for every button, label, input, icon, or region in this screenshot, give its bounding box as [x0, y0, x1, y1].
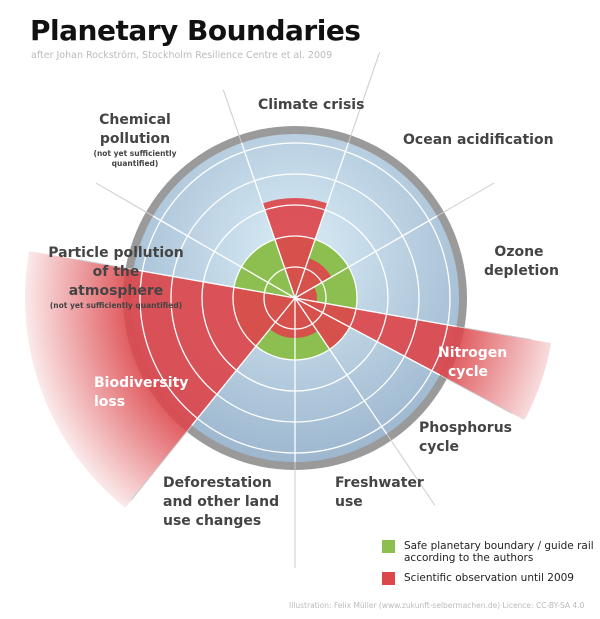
spoke-inner: [294, 297, 388, 435]
label-ozone: Ozone depletion: [484, 244, 559, 279]
observed-wedge: [24, 251, 295, 508]
observed-wedge: [295, 258, 332, 298]
label-biodiversity: Biodiversity loss: [94, 375, 189, 410]
spoke-inner: [133, 268, 296, 299]
label-nitrogen: Nitrogen cycle: [438, 345, 508, 380]
credit: Illustration: Felix Müller (www.zukunft-…: [289, 601, 585, 610]
observed-wedge: [295, 298, 552, 421]
spoke-inner: [294, 297, 457, 328]
label-freshwater: Freshwater use: [335, 475, 424, 510]
label-land-use: Deforestation and other land use changes: [163, 475, 280, 529]
page-title: Planetary Boundaries: [30, 14, 361, 47]
spoke-inner: [294, 142, 350, 299]
spoke-inner: [294, 297, 441, 376]
spoke-inner: [191, 297, 296, 426]
observed-wedge: [295, 298, 350, 350]
label-phosphorus: Phosphorus cycle: [419, 420, 512, 455]
legend-swatch: [382, 540, 395, 553]
legend-item-safe: Safe planetary boundary / guide rail acc…: [382, 540, 594, 564]
spoke-inner: [152, 215, 296, 299]
spoke-inner: [240, 142, 296, 299]
legend-item-observed: Scientific observation until 2009: [382, 572, 594, 585]
subtitle: after Johan Rockström, Stockholm Resilie…: [31, 50, 333, 61]
observed-wedge: [262, 197, 328, 298]
legend: Safe planetary boundary / guide rail acc…: [382, 540, 594, 593]
label-ocean: Ocean acidification: [403, 132, 554, 148]
spoke-inner: [294, 215, 438, 299]
label-particle: Particle pollution of the atmosphere (not…: [48, 245, 184, 310]
label-chemical: Chemical pollution (not yet sufficiently …: [93, 112, 177, 168]
legend-swatch: [382, 572, 395, 585]
label-climate: Climate crisis: [258, 97, 365, 113]
observed-wedge: [295, 287, 317, 302]
